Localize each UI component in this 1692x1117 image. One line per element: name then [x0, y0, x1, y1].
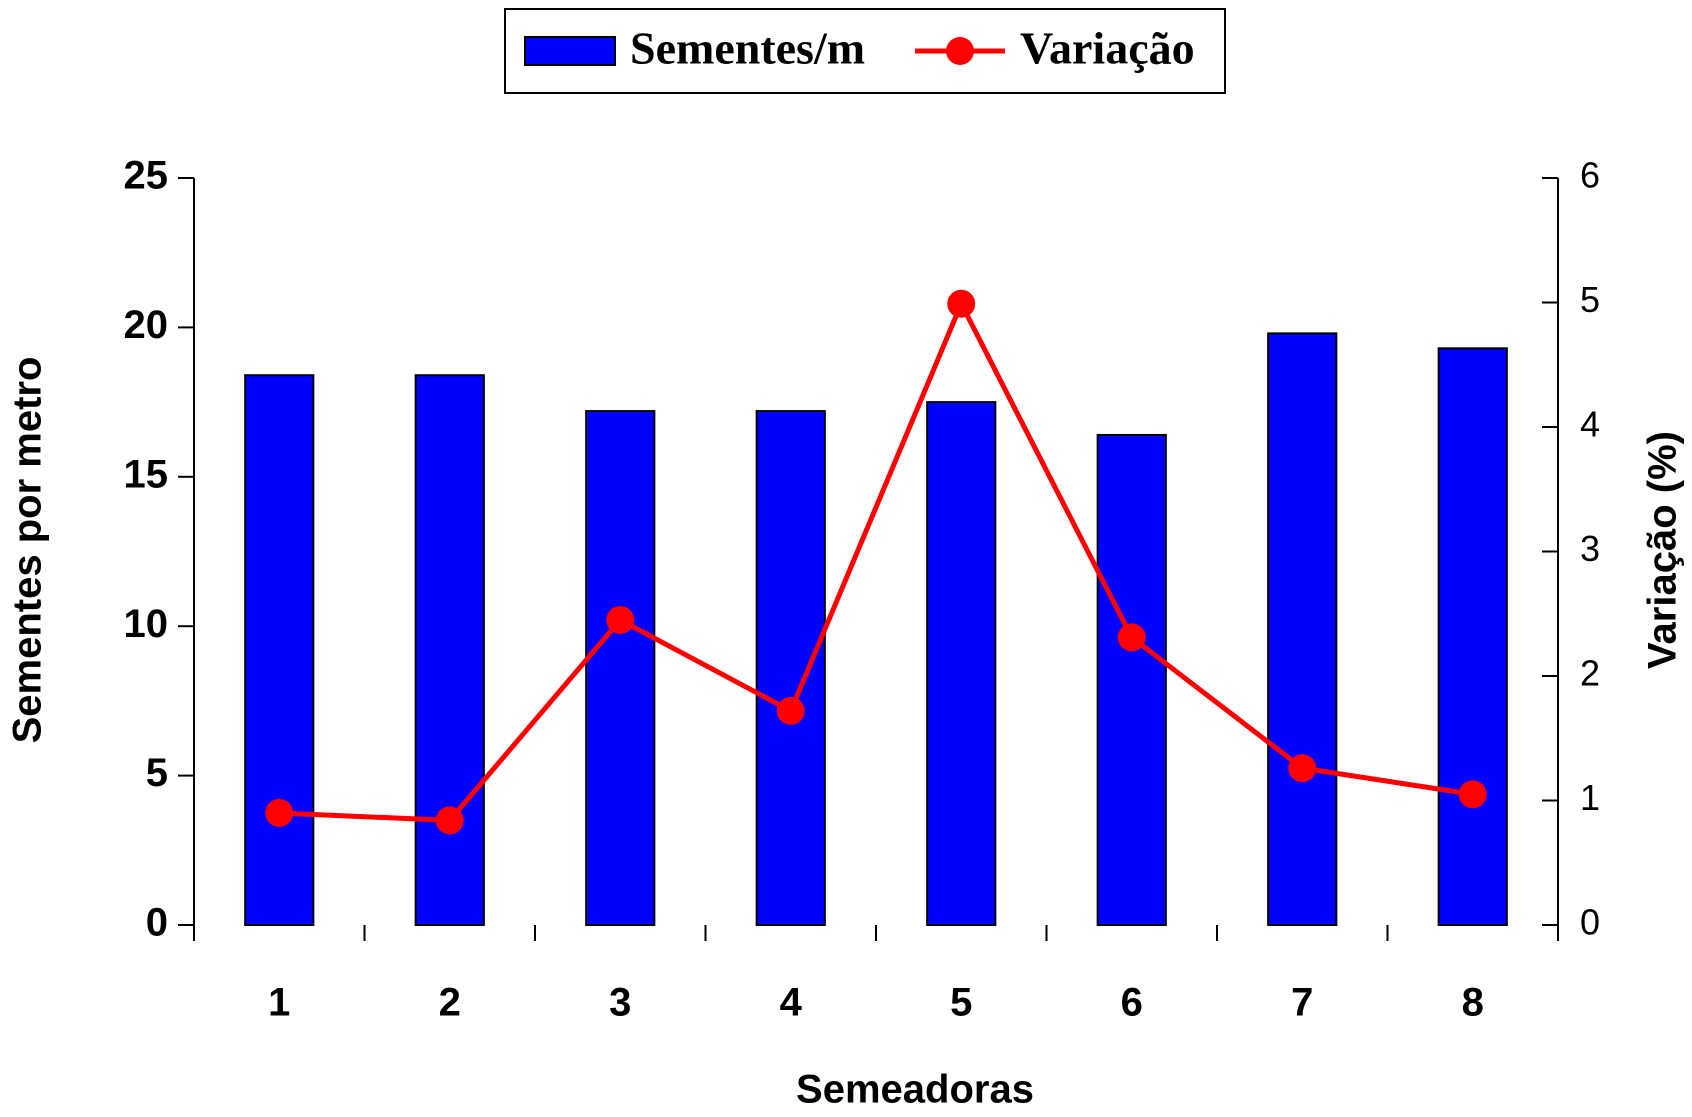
y-tick-label: 5 — [146, 751, 168, 795]
legend-swatch — [946, 37, 974, 65]
x-tick-label: 2 — [439, 981, 461, 1025]
point — [1458, 780, 1487, 809]
point — [1288, 754, 1317, 783]
point — [606, 605, 635, 634]
legend-box — [504, 8, 1226, 94]
y2-tick-label: 1 — [1580, 777, 1600, 818]
legend-swatch — [524, 36, 616, 66]
x-tick-label: 3 — [609, 981, 631, 1025]
x-tick-label: 7 — [1291, 981, 1313, 1025]
y2-tick-label: 6 — [1580, 155, 1600, 196]
point — [435, 806, 464, 835]
point — [776, 696, 805, 725]
bar — [926, 401, 997, 927]
y-tick-label: 15 — [124, 452, 169, 496]
bar — [585, 410, 656, 926]
y-tick-label: 25 — [124, 154, 169, 198]
y-tick-label: 20 — [124, 303, 169, 347]
y-tick-label: 10 — [124, 602, 169, 646]
x-tick-label: 6 — [1121, 981, 1143, 1025]
x-tick-label: 8 — [1462, 981, 1484, 1025]
point — [1117, 623, 1146, 652]
line — [279, 297, 1474, 823]
bar — [414, 374, 485, 926]
y2-axis-title: Variação (%) — [1641, 431, 1685, 669]
x-axis-title: Semeadoras — [796, 1068, 1034, 1112]
y2-tick-label: 3 — [1580, 528, 1600, 569]
y-axis-title: Sementes por metro — [6, 357, 50, 744]
y2-tick-label: 0 — [1580, 902, 1600, 943]
bar — [755, 410, 826, 926]
bar — [244, 374, 315, 926]
y2-tick-label: 5 — [1580, 279, 1600, 320]
legend-label: Sementes/m — [630, 23, 865, 74]
x-tick-label: 5 — [950, 981, 972, 1025]
point — [947, 289, 976, 318]
bar — [1437, 347, 1508, 927]
y-tick-label: 0 — [146, 901, 168, 945]
legend-label: Variação — [1020, 23, 1195, 74]
point — [265, 798, 294, 827]
y2-tick-label: 4 — [1580, 404, 1600, 445]
x-tick-label: 1 — [268, 981, 290, 1025]
bar — [1267, 332, 1338, 927]
y2-tick-label: 2 — [1580, 653, 1600, 694]
x-tick-label: 4 — [780, 981, 803, 1025]
bar — [1096, 433, 1167, 926]
